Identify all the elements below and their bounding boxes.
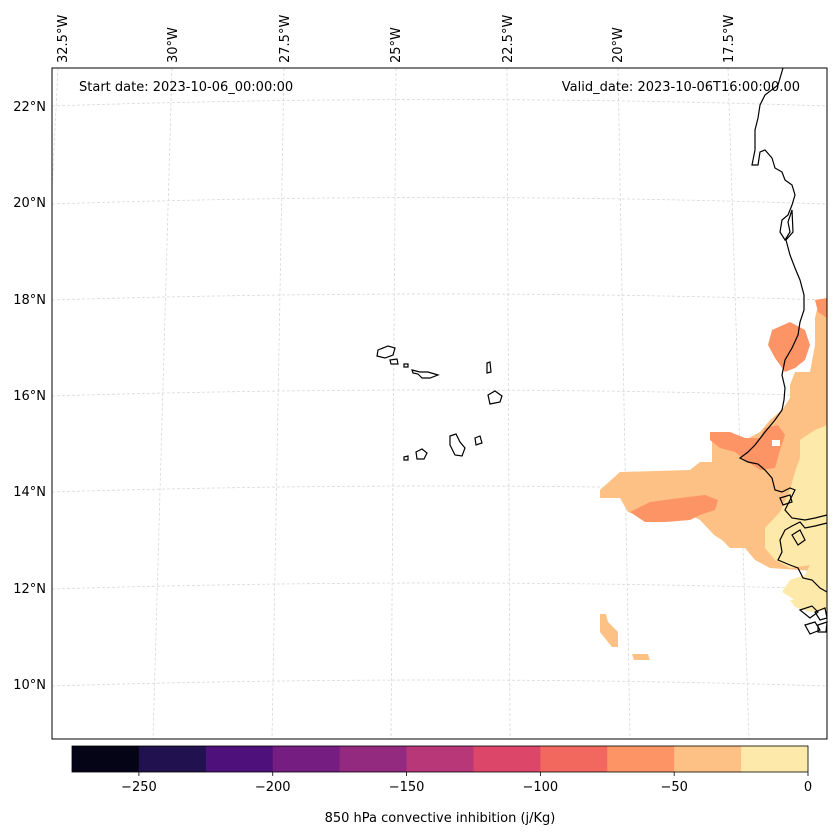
colorbar-tick-label: −50 — [660, 780, 687, 795]
cin-region-pale-yellow — [765, 425, 827, 605]
lat-label-20n: 20°N — [13, 196, 46, 211]
lon-gridline-22-5w — [506, 67, 511, 740]
cin-region-salmon-central — [630, 495, 718, 522]
lat-label-18n: 18°N — [13, 293, 46, 308]
colorbar-tick-label: −100 — [523, 780, 559, 795]
island-sal — [486, 361, 492, 374]
colorbar-swatch — [741, 746, 809, 772]
colorbar-tick-label: −200 — [255, 780, 291, 795]
lon-label-20w: 20°W — [611, 27, 626, 63]
coast-inlet-1 — [779, 494, 793, 506]
lon-label-22-5w: 22.5°W — [501, 15, 516, 63]
colorbar-swatch — [674, 746, 742, 772]
lon-gridline-25w — [390, 67, 397, 740]
island-santa-luzia — [403, 363, 409, 368]
cin-region-light-orange-patch-2 — [632, 654, 650, 660]
island-sao-vicente — [389, 358, 399, 365]
lat-gridline-12n — [51, 582, 828, 590]
lon-label-27-5w: 27.5°W — [278, 15, 293, 63]
colorbar-swatch — [138, 746, 207, 772]
colorbar-swatch — [72, 746, 140, 772]
west-africa-coastline — [738, 67, 828, 593]
colorbar-label: 850 hPa convective inhibition (j/Kg) — [325, 811, 556, 826]
colorbar-swatch — [339, 746, 408, 772]
lat-label-22n: 22°N — [13, 100, 46, 115]
map-frame — [51, 67, 828, 740]
start-date-label: Start date: 2023-10-06_00:00:00 — [79, 80, 293, 95]
island-maio — [474, 435, 483, 446]
cin-region-salmon-north — [768, 322, 810, 372]
island-santiago — [449, 433, 466, 457]
island-fogo — [415, 448, 428, 460]
map-panel — [52, 68, 827, 739]
island-bissagos-4 — [817, 621, 828, 633]
colorbar-swatch — [540, 746, 608, 772]
cin-contours — [600, 298, 827, 660]
island-brava — [403, 455, 409, 461]
cin-region-pale-yellow-2 — [790, 590, 827, 612]
lon-label-30w: 30°W — [166, 27, 181, 63]
colorbar-tick-label: −250 — [121, 780, 157, 795]
colorbar-tick-label: −150 — [389, 780, 425, 795]
lat-gridline-18n — [51, 293, 828, 301]
lat-gridline-10n — [51, 679, 828, 687]
lat-label-14n: 14°N — [13, 485, 46, 500]
colorbar-swatch — [607, 746, 675, 772]
lon-gridline-27-5w — [271, 67, 285, 740]
colorbar-swatch — [205, 746, 274, 772]
lon-label-32-5w: 32.5°W — [56, 15, 71, 63]
lon-label-25w: 25°W — [389, 27, 404, 63]
cin-region-salmon-coast — [710, 425, 785, 470]
colorbar-outline — [71, 745, 809, 773]
coastlines — [376, 67, 828, 635]
lat-label-12n: 12°N — [13, 582, 46, 597]
colorbar-swatch — [406, 746, 474, 772]
island-bissagos-2 — [804, 621, 821, 635]
lon-gridline-30w — [152, 67, 173, 740]
lat-gridline-20n — [51, 197, 828, 205]
colorbar-tick-label: 0 — [804, 780, 812, 795]
lat-label-16n: 16°N — [13, 389, 46, 404]
graticule — [51, 67, 828, 740]
coast-inlet-2 — [791, 529, 806, 546]
colorbar-ticks: −250 −200 −150 −100 −50 0 — [121, 772, 812, 795]
island-bissagos-1 — [798, 605, 819, 619]
cin-region-salmon-east — [815, 298, 827, 318]
valid-date-label: Valid_date: 2023-10-06T16:00:00.00 — [562, 80, 800, 95]
island-boa-vista — [487, 390, 503, 405]
cin-region-light-orange-patch — [600, 614, 618, 647]
lon-gridline-32-5w — [51, 67, 59, 191]
colorbar-swatches — [72, 746, 809, 772]
lon-label-17-5w: 17.5°W — [722, 15, 737, 63]
lat-gridline-22n — [51, 99, 828, 107]
lon-gridline-20w — [617, 67, 631, 740]
colorbar: −250 −200 −150 −100 −50 0 850 hPa convective … — [71, 745, 812, 826]
lon-gridline-17-5w — [727, 67, 750, 740]
colorbar-swatch — [272, 746, 341, 772]
lat-gridline-14n — [51, 485, 828, 493]
island-santo-antao — [376, 345, 396, 359]
lat-label-10n: 10°N — [13, 678, 46, 693]
island-sao-nicolau — [411, 369, 440, 379]
colorbar-swatch — [473, 746, 541, 772]
cin-region-white-hole — [772, 440, 780, 446]
